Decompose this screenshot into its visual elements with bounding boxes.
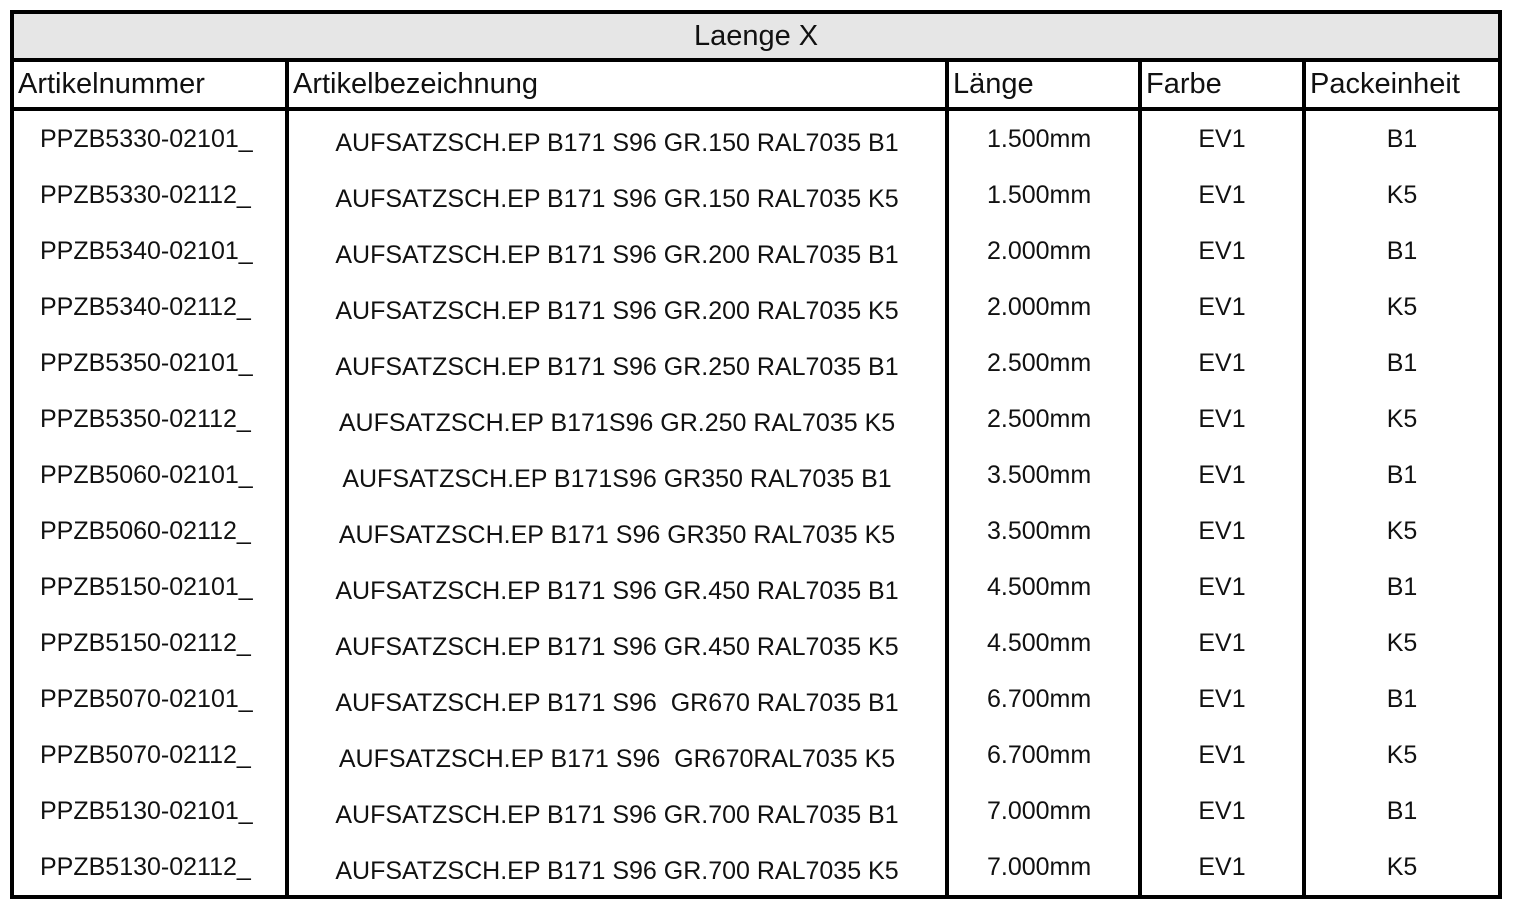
table-cell: B1 — [1301, 783, 1503, 839]
table-row: PPZB5330-02112_ AUFSATZSCH.EP B171 S96 GR… — [10, 167, 1503, 223]
table-cell: K5 — [1301, 839, 1503, 897]
table-cell: 6.700mm — [945, 671, 1142, 727]
table-cell: K5 — [1301, 727, 1503, 783]
table-cell: 2.500mm — [945, 391, 1142, 447]
table-cell: 4.500mm — [945, 559, 1142, 615]
table-row: PPZB5150-02112_ AUFSATZSCH.EP B171 S96 GR… — [10, 615, 1503, 671]
table-cell: 7.000mm — [945, 839, 1142, 897]
table-cell: EV1 — [1138, 335, 1306, 391]
table-cell: PPZB5130-02112_ — [10, 839, 289, 897]
table-cell: 6.700mm — [945, 727, 1142, 783]
table-cell: PPZB5070-02101_ — [10, 671, 289, 727]
table-cell: AUFSATZSCH.EP B171 S96 GR.700 RAL7035 B1 — [285, 783, 949, 839]
table-cell: AUFSATZSCH.EP B171 S96 GR.450 RAL7035 B1 — [285, 559, 949, 615]
table-row: PPZB5060-02112_ AUFSATZSCH.EP B171 S96 GR… — [10, 503, 1503, 559]
table-cell: EV1 — [1138, 671, 1306, 727]
table-cell: AUFSATZSCH.EP B171 S96 GR670 RAL7035 B1 — [285, 671, 949, 727]
table-cell: AUFSATZSCH.EP B171 S96 GR.700 RAL7035 K5 — [285, 839, 949, 897]
table-row: PPZB5350-02112_ AUFSATZSCH.EP B171S96 GR.… — [10, 391, 1503, 447]
table-cell: PPZB5330-02112_ — [10, 167, 289, 223]
table-cell: AUFSATZSCH.EP B171 S96 GR.150 RAL7035 K5 — [285, 167, 949, 223]
table-row: PPZB5070-02101_ AUFSATZSCH.EP B171 S96 GR… — [10, 671, 1503, 727]
table-cell: PPZB5060-02112_ — [10, 503, 289, 559]
table-row: PPZB5130-02112_ AUFSATZSCH.EP B171 S96 GR… — [10, 839, 1503, 897]
table-cell: B1 — [1301, 223, 1503, 279]
table-row: PPZB5150-02101_ AUFSATZSCH.EP B171 S96 GR… — [10, 559, 1503, 615]
table-cell: AUFSATZSCH.EP B171 S96 GR.250 RAL7035 B1 — [285, 335, 949, 391]
table-cell: K5 — [1301, 391, 1503, 447]
table-cell: PPZB5330-02101_ — [10, 109, 289, 167]
table-cell: EV1 — [1138, 167, 1306, 223]
table-cell: K5 — [1301, 279, 1503, 335]
table-cell: 2.000mm — [945, 279, 1142, 335]
table-cell: 3.500mm — [945, 503, 1142, 559]
column-header: Länge — [945, 58, 1142, 111]
article-table: Laenge X Artikelnummer Artikelbezeichnung… — [10, 10, 1503, 899]
table-row: PPZB5350-02101_ AUFSATZSCH.EP B171 S96 GR… — [10, 335, 1503, 391]
table-cell: 2.000mm — [945, 223, 1142, 279]
table-cell: AUFSATZSCH.EP B171S96 GR.250 RAL7035 K5 — [285, 391, 949, 447]
table-row: PPZB5340-02112_ AUFSATZSCH.EP B171 S96 GR… — [10, 279, 1503, 335]
table-cell: EV1 — [1138, 727, 1306, 783]
table-cell: 2.500mm — [945, 335, 1142, 391]
table-row: PPZB5330-02101_ AUFSATZSCH.EP B171 S96 GR… — [10, 109, 1503, 167]
table-cell: 3.500mm — [945, 447, 1142, 503]
column-header: Artikelbezeichnung — [285, 58, 949, 111]
table-cell: EV1 — [1138, 503, 1306, 559]
table-cell: EV1 — [1138, 109, 1306, 167]
table-cell: AUFSATZSCH.EP B171 S96 GR.200 RAL7035 K5 — [285, 279, 949, 335]
table-body: PPZB5330-02101_ AUFSATZSCH.EP B171 S96 GR… — [10, 109, 1503, 897]
table-cell: 1.500mm — [945, 167, 1142, 223]
table-cell: EV1 — [1138, 783, 1306, 839]
header-row: Artikelnummer Artikelbezeichnung Länge Farb… — [10, 58, 1503, 111]
table-cell: EV1 — [1138, 447, 1306, 503]
table-cell: K5 — [1301, 167, 1503, 223]
table-cell: PPZB5150-02112_ — [10, 615, 289, 671]
table-cell: B1 — [1301, 447, 1503, 503]
table-cell: AUFSATZSCH.EP B171 S96 GR670RAL7035 K5 — [285, 727, 949, 783]
page: Laenge X Artikelnummer Artikelbezeichnung… — [10, 10, 1503, 899]
table-cell: 1.500mm — [945, 109, 1142, 167]
table-cell: 7.000mm — [945, 783, 1142, 839]
table-row: PPZB5130-02101_ AUFSATZSCH.EP B171 S96 GR… — [10, 783, 1503, 839]
column-header: Artikelnummer — [10, 58, 289, 111]
table-cell: PPZB5130-02101_ — [10, 783, 289, 839]
column-header: Farbe — [1138, 58, 1306, 111]
table-cell: PPZB5350-02112_ — [10, 391, 289, 447]
table-cell: B1 — [1301, 671, 1503, 727]
table-cell: 4.500mm — [945, 615, 1142, 671]
table-cell: AUFSATZSCH.EP B171 S96 GR350 RAL7035 K5 — [285, 503, 949, 559]
table-cell: PPZB5350-02101_ — [10, 335, 289, 391]
table-title: Laenge X — [12, 12, 1501, 62]
table-cell: AUFSATZSCH.EP B171 S96 GR.150 RAL7035 B1 — [285, 109, 949, 167]
column-header: Packeinheit — [1301, 58, 1503, 111]
table-cell: PPZB5060-02101_ — [10, 447, 289, 503]
table-cell: PPZB5150-02101_ — [10, 559, 289, 615]
table-cell: EV1 — [1138, 223, 1306, 279]
table-cell: EV1 — [1138, 615, 1306, 671]
table-cell: EV1 — [1138, 559, 1306, 615]
table-cell: EV1 — [1138, 391, 1306, 447]
table-cell: AUFSATZSCH.EP B171 S96 GR.450 RAL7035 K5 — [285, 615, 949, 671]
table-cell: PPZB5070-02112_ — [10, 727, 289, 783]
table-cell: EV1 — [1138, 279, 1306, 335]
table-cell: PPZB5340-02112_ — [10, 279, 289, 335]
table-cell: K5 — [1301, 615, 1503, 671]
table-cell: B1 — [1301, 559, 1503, 615]
table-cell: B1 — [1301, 335, 1503, 391]
table-row: PPZB5060-02101_ AUFSATZSCH.EP B171S96 GR3… — [10, 447, 1503, 503]
table-cell: AUFSATZSCH.EP B171S96 GR350 RAL7035 B1 — [285, 447, 949, 503]
table-cell: PPZB5340-02101_ — [10, 223, 289, 279]
table-row: PPZB5340-02101_ AUFSATZSCH.EP B171 S96 GR… — [10, 223, 1503, 279]
table-row: PPZB5070-02112_ AUFSATZSCH.EP B171 S96 GR… — [10, 727, 1503, 783]
table-cell: EV1 — [1138, 839, 1306, 897]
table-cell: K5 — [1301, 503, 1503, 559]
table-cell: B1 — [1301, 109, 1503, 167]
table-cell: AUFSATZSCH.EP B171 S96 GR.200 RAL7035 B1 — [285, 223, 949, 279]
